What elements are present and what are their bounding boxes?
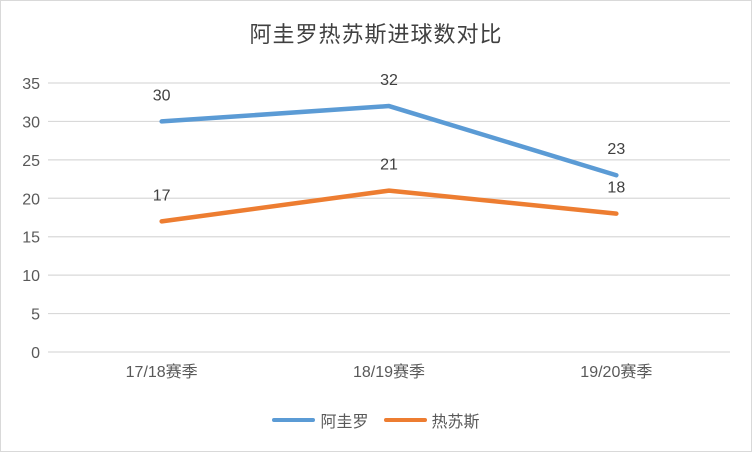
legend-line-swatch — [272, 417, 316, 423]
legend-line-swatch — [383, 417, 427, 423]
x-category-label: 19/20赛季 — [580, 362, 652, 381]
data-label: 21 — [380, 157, 398, 174]
legend-item-0: 阿圭罗 — [272, 408, 369, 432]
data-label: 17 — [153, 187, 171, 204]
y-tick-label: 20 — [22, 191, 40, 208]
series-line-0 — [159, 103, 619, 178]
data-label: 32 — [380, 72, 398, 89]
legend-label: 阿圭罗 — [320, 414, 369, 431]
x-category-label: 17/18赛季 — [126, 362, 198, 381]
legend-label: 热苏斯 — [431, 414, 480, 431]
y-tick-label: 25 — [22, 153, 40, 170]
data-label: 30 — [153, 87, 171, 104]
series-line-1 — [159, 188, 619, 224]
y-tick-label: 10 — [22, 268, 40, 285]
x-category-label: 18/19赛季 — [353, 362, 425, 381]
data-label: 18 — [607, 180, 625, 197]
legend: 阿圭罗 热苏斯 — [1, 408, 751, 432]
chart-title: 阿圭罗热苏斯进球数对比 — [249, 22, 503, 47]
legend-item-1: 热苏斯 — [383, 408, 480, 432]
y-tick-label: 0 — [31, 345, 40, 362]
y-tick-label: 5 — [31, 307, 40, 324]
data-label: 23 — [607, 141, 625, 158]
y-tick-label: 15 — [22, 230, 40, 247]
y-tick-label: 30 — [22, 114, 40, 131]
y-tick-label: 35 — [22, 76, 40, 93]
